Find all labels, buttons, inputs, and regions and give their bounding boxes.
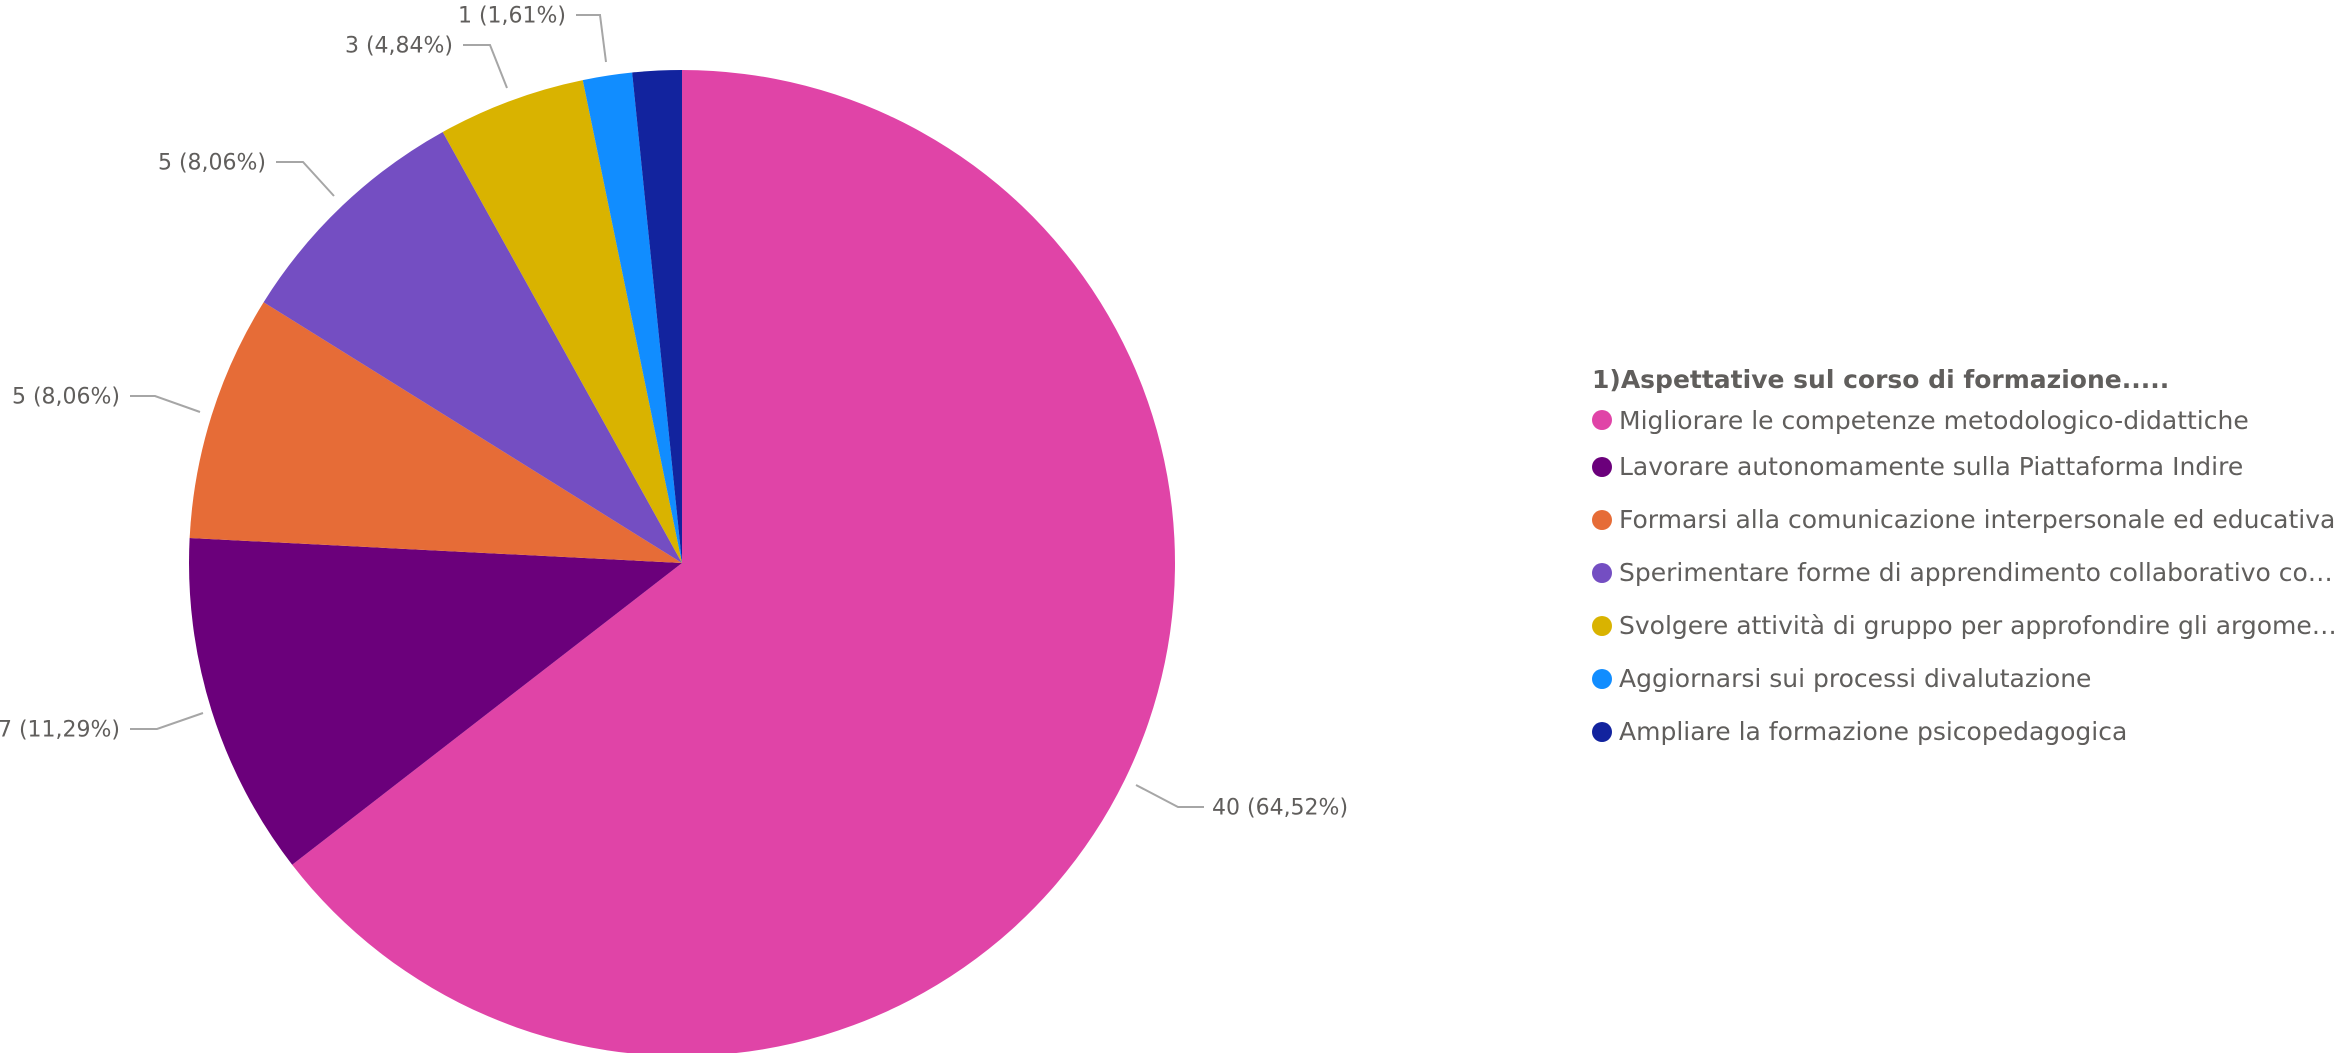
legend-label: Sperimentare forme di apprendimento coll… xyxy=(1619,558,2339,587)
legend-marker-icon xyxy=(1592,509,1612,530)
data-label-3: 5 (8,06%) xyxy=(12,385,120,410)
pie-slice-5[interactable] xyxy=(442,80,682,563)
legend-marker-icon xyxy=(1592,456,1612,477)
data-label-4: 5 (8,06%) xyxy=(158,151,266,176)
pie-slice-1[interactable] xyxy=(292,70,1175,1053)
pie-slice-4[interactable] xyxy=(263,131,682,563)
legend-label: Ampliare la formazione psicopedagogica xyxy=(1619,717,2128,746)
legend-item-2[interactable]: Lavorare autonomamente sulla Piattaforma… xyxy=(1592,440,2346,493)
legend-label: Aggiornarsi sui processi divalutazione xyxy=(1619,664,2092,693)
pie-slice-7[interactable] xyxy=(632,70,682,563)
leader-line-1 xyxy=(1135,784,1204,808)
legend-label: Formarsi alla comunicazione interpersona… xyxy=(1619,505,2336,534)
pie-slices xyxy=(189,70,1175,1053)
legend-label: Lavorare autonomamente sulla Piattaforma… xyxy=(1619,452,2244,481)
leader-line-4 xyxy=(276,161,335,197)
data-label-6: 1 (1,61%) xyxy=(458,4,566,29)
legend: 1)Aspettative sul corso di formazione...… xyxy=(1592,360,2346,758)
legend-item-5[interactable]: Svolgere attività di gruppo per approfon… xyxy=(1592,599,2346,652)
legend-item-7[interactable]: Ampliare la formazione psicopedagogica xyxy=(1592,705,2346,758)
legend-item-4[interactable]: Sperimentare forme di apprendimento coll… xyxy=(1592,546,2346,599)
data-labels: 40 (64,52%) 7 (11,29%) 5 (8,06%) 5 (8,06%) 3… xyxy=(0,4,1348,821)
legend-marker-icon xyxy=(1592,668,1612,689)
pie-slice-6[interactable] xyxy=(582,72,682,564)
leader-line-5 xyxy=(463,44,508,89)
data-label-5: 3 (4,84%) xyxy=(345,34,453,59)
data-label-1: 40 (64,52%) xyxy=(1212,796,1348,821)
legend-marker-icon xyxy=(1592,615,1612,636)
legend-title: 1)Aspettative sul corso di formazione...… xyxy=(1592,365,2170,394)
leader-line-6 xyxy=(576,14,607,63)
pie-slice-3[interactable] xyxy=(189,302,683,563)
pie-slice-2[interactable] xyxy=(189,538,682,865)
legend-marker-icon xyxy=(1592,721,1612,742)
legend-marker-icon xyxy=(1592,410,1612,430)
legend-label: Migliorare le competenze metodologico-di… xyxy=(1619,405,2249,435)
pie-chart: 40 (64,52%) 7 (11,29%) 5 (8,06%) 5 (8,06%) 3… xyxy=(0,4,1348,1053)
legend-item-1[interactable]: Migliorare le competenze metodologico-di… xyxy=(1592,400,2346,440)
legend-items: Migliorare le competenze metodologico-di… xyxy=(1592,400,2346,758)
legend-marker-icon xyxy=(1592,562,1612,583)
legend-label: Svolgere attività di gruppo per approfon… xyxy=(1619,611,2339,640)
legend-item-3[interactable]: Formarsi alla comunicazione interpersona… xyxy=(1592,493,2346,546)
leader-line-2 xyxy=(130,712,204,730)
leader-line-3 xyxy=(130,395,201,413)
legend-item-6[interactable]: Aggiornarsi sui processi divalutazione xyxy=(1592,652,2346,705)
leader-lines xyxy=(130,14,1204,808)
data-label-2: 7 (11,29%) xyxy=(0,718,120,743)
